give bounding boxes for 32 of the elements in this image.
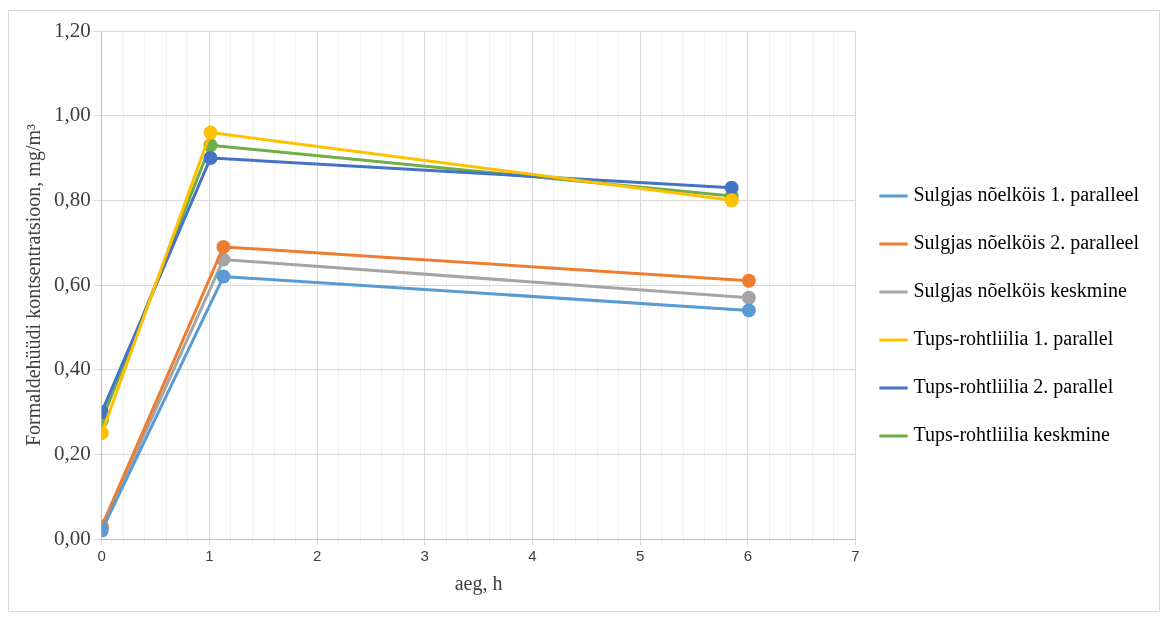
y-tick-label: 0,00: [54, 525, 91, 550]
point: [741, 273, 756, 288]
x-tick-label: 4: [528, 547, 537, 565]
x-tick-label: 3: [420, 547, 429, 565]
legend-label: Tups-rohtliilia 1. parallel: [913, 327, 1114, 351]
y-tick-label: 0,60: [54, 271, 91, 296]
point: [724, 193, 739, 208]
point: [203, 151, 218, 165]
point: [216, 239, 231, 254]
legend-label: Sulgjas nõelköis 2. paralleel: [913, 231, 1140, 255]
point: [203, 125, 218, 140]
x-tick-label: 6: [743, 547, 752, 565]
legend-label: Sulgjas nõelköis 1. paralleel: [913, 183, 1140, 207]
x-tick-label: 7: [851, 547, 860, 565]
legend-label: Tups-rohtliilia keskmine: [913, 423, 1111, 447]
point: [724, 180, 739, 195]
y-axis-title: Formaldehüüdi kontsentratsioon, mg/m³: [22, 123, 46, 447]
point: [741, 290, 756, 305]
legend-label: Tups-rohtliilia 2. parallel: [913, 375, 1114, 399]
x-axis-title: aeg, h: [454, 572, 503, 596]
x-tick-label: 1: [205, 547, 214, 565]
point: [216, 269, 231, 284]
x-tick-label: 5: [635, 547, 645, 565]
x-tick-label: 2: [312, 547, 322, 565]
y-tick-label: 0,40: [54, 356, 91, 381]
y-tick-label: 1,00: [54, 102, 91, 127]
legend-label: Sulgjas nõelköis keskmine: [913, 279, 1127, 303]
y-tick-label: 0,80: [54, 186, 91, 211]
x-tick-label: 0: [97, 547, 106, 565]
point: [741, 303, 756, 318]
y-tick-label: 1,20: [54, 17, 91, 42]
y-tick-label: 0,20: [54, 440, 91, 465]
